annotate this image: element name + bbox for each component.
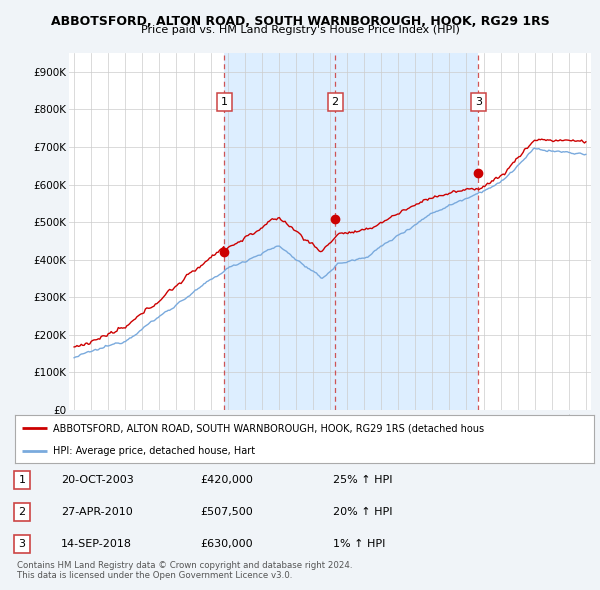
Text: 14-SEP-2018: 14-SEP-2018: [61, 539, 133, 549]
Text: 20% ↑ HPI: 20% ↑ HPI: [334, 507, 393, 517]
Text: 27-APR-2010: 27-APR-2010: [61, 507, 133, 517]
Text: 1: 1: [19, 475, 25, 485]
Text: 2: 2: [332, 97, 338, 107]
Text: ABBOTSFORD, ALTON ROAD, SOUTH WARNBOROUGH, HOOK, RG29 1RS: ABBOTSFORD, ALTON ROAD, SOUTH WARNBOROUG…: [50, 15, 550, 28]
Text: 25% ↑ HPI: 25% ↑ HPI: [334, 475, 393, 485]
Text: 20-OCT-2003: 20-OCT-2003: [61, 475, 134, 485]
Text: 3: 3: [19, 539, 25, 549]
Text: 1% ↑ HPI: 1% ↑ HPI: [334, 539, 386, 549]
Text: Contains HM Land Registry data © Crown copyright and database right 2024.: Contains HM Land Registry data © Crown c…: [17, 560, 352, 569]
Text: £507,500: £507,500: [200, 507, 253, 517]
Text: 2: 2: [19, 507, 26, 517]
Text: This data is licensed under the Open Government Licence v3.0.: This data is licensed under the Open Gov…: [17, 571, 292, 579]
Text: Price paid vs. HM Land Registry's House Price Index (HPI): Price paid vs. HM Land Registry's House …: [140, 25, 460, 35]
Text: £420,000: £420,000: [200, 475, 253, 485]
Text: 1: 1: [221, 97, 228, 107]
Bar: [224, 53, 478, 410]
Text: HPI: Average price, detached house, Hart: HPI: Average price, detached house, Hart: [53, 446, 255, 456]
Text: 3: 3: [475, 97, 482, 107]
Text: £630,000: £630,000: [200, 539, 253, 549]
Text: ABBOTSFORD, ALTON ROAD, SOUTH WARNBOROUGH, HOOK, RG29 1RS (detached hous: ABBOTSFORD, ALTON ROAD, SOUTH WARNBOROUG…: [53, 423, 484, 433]
